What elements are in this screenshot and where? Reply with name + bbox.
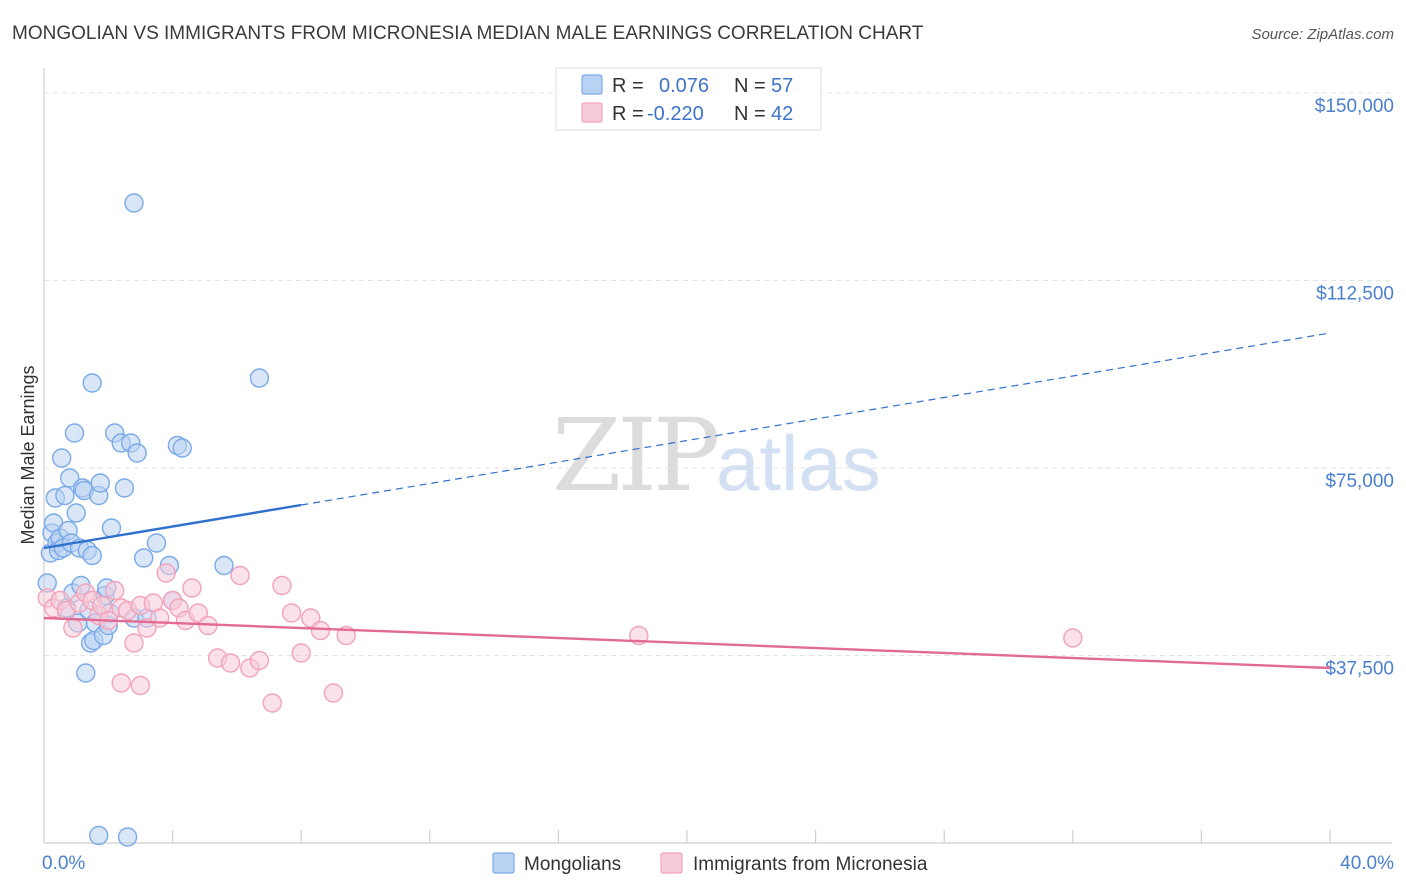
series-legend: Mongolians Immigrants from Micronesia: [492, 852, 928, 875]
point-mongolians: [214, 555, 234, 576]
point-mongolians: [114, 478, 135, 498]
y-tick-labels: $37,500 $75,000 $112,500 $150,000: [1315, 96, 1394, 680]
point-mongolians: [59, 468, 80, 488]
point-mongolians: [88, 825, 109, 846]
legend-label-micronesia: Immigrants from Micronesia: [693, 854, 928, 875]
stats-legend-r-value-2: -0.220: [647, 103, 704, 125]
watermark: ZIP atlas: [552, 397, 881, 514]
point-micronesia: [130, 675, 151, 696]
legend-swatch-micronesia: [660, 852, 683, 874]
point-micronesia: [182, 578, 202, 598]
point-micronesia: [1063, 628, 1083, 648]
point-micronesia: [63, 618, 83, 638]
stats-legend-r-value-1: 0.076: [659, 75, 709, 97]
y-tick-label: $37,500: [1325, 659, 1394, 680]
point-mongolians: [82, 545, 102, 566]
stats-legend-r-label-2: R =: [612, 103, 644, 125]
point-micronesia: [291, 643, 311, 663]
point-micronesia: [137, 618, 157, 638]
point-mongolians: [64, 423, 85, 443]
point-micronesia: [262, 693, 282, 713]
trend-line-mongolians: [43, 503, 302, 550]
y-tick-label: $75,000: [1325, 471, 1394, 492]
legend-swatch-mongolians: [492, 852, 515, 874]
point-mongolians: [133, 548, 154, 568]
stats-legend-n-label-1: N =: [734, 75, 766, 97]
watermark-zip: ZIP: [552, 397, 717, 514]
point-mongolians: [124, 193, 144, 213]
stats-legend-swatch-mongolians: [581, 74, 603, 95]
stats-legend-n-label-2: N =: [734, 103, 766, 125]
x-tick-label-end: 40.0%: [1340, 853, 1394, 874]
chart-source: Source: ZipAtlas.com: [1251, 26, 1394, 43]
x-tick-label-start: 0.0%: [42, 853, 85, 874]
point-mongolians: [66, 503, 86, 523]
stats-legend-n-value-1: 57: [771, 75, 793, 97]
point-mongolians: [127, 443, 147, 463]
point-micronesia: [323, 683, 344, 703]
point-micronesia: [220, 653, 241, 673]
point-mongolians: [55, 485, 75, 506]
chart-title: MONGOLIAN VS IMMIGRANTS FROM MICRONESIA …: [12, 23, 924, 44]
legend-label-mongolians: Mongolians: [524, 854, 621, 875]
point-mongolians: [76, 663, 96, 683]
x-ticks: [172, 830, 1331, 843]
point-mongolians: [117, 827, 138, 847]
point-mongolians: [52, 448, 72, 468]
trend-line-micronesia: [43, 616, 1331, 670]
stats-legend: R = 0.076 N = 57 R = -0.220 N = 42: [555, 67, 822, 131]
y-tick-label: $112,500: [1316, 284, 1394, 305]
stats-legend-n-value-2: 42: [771, 103, 793, 125]
point-mongolians: [146, 533, 167, 553]
point-micronesia: [111, 673, 131, 693]
point-micronesia: [156, 563, 176, 583]
watermark-atlas: atlas: [716, 419, 881, 507]
point-micronesia: [124, 633, 144, 653]
stats-legend-swatch-micronesia: [581, 102, 603, 123]
point-micronesia: [249, 650, 270, 671]
axes: [43, 68, 1392, 844]
point-micronesia: [281, 603, 302, 623]
point-mongolians: [249, 368, 270, 388]
point-mongolians: [90, 473, 111, 493]
point-micronesia: [149, 608, 170, 628]
y-axis-label: Median Male Earnings: [18, 365, 38, 544]
stats-legend-r-label-1: R =: [612, 75, 644, 97]
point-micronesia: [230, 565, 250, 586]
trend-lines: [43, 332, 1331, 670]
point-mongolians: [172, 438, 192, 458]
scatter-points: [37, 193, 1083, 847]
point-micronesia: [104, 580, 125, 601]
trend-line-mongolians-extension: [301, 332, 1331, 506]
point-micronesia: [310, 620, 331, 641]
y-tick-label: $150,000: [1315, 96, 1394, 117]
point-mongolians: [101, 518, 122, 538]
point-micronesia: [272, 575, 292, 596]
point-mongolians: [82, 373, 102, 393]
